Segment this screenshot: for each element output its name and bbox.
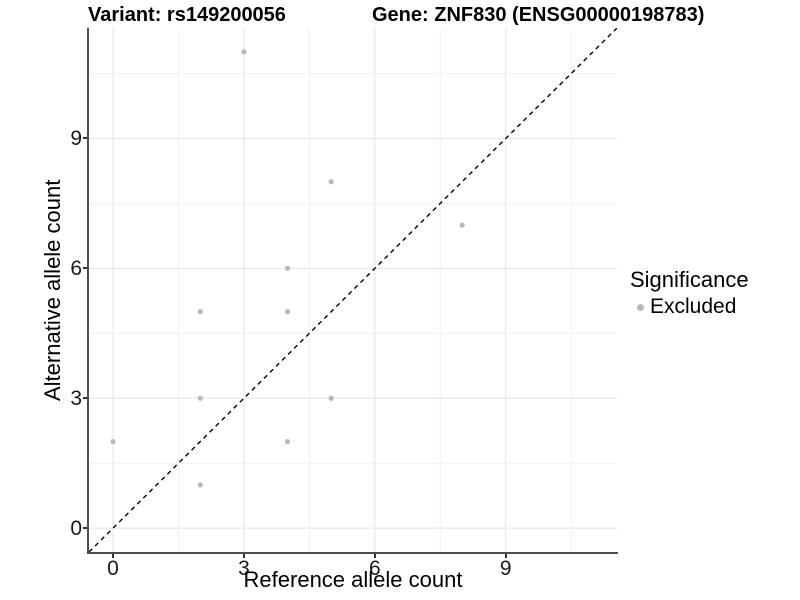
data-point [197,309,203,315]
plot-title-variant: Variant: rs149200056 [88,4,286,26]
legend-key [630,303,650,311]
x-tick-mark [373,554,376,558]
data-point [284,438,291,445]
data-point [459,222,465,228]
y-axis-line [87,28,89,554]
data-point [328,179,334,185]
legend-item-excluded: Excluded [630,294,749,320]
x-axis-line [87,552,618,554]
legend-item-label: Excluded [650,295,737,318]
x-tick-label: 0 [107,557,119,580]
data-point [284,265,291,271]
legend-title: Significance [630,267,749,292]
y-axis-title: Alternative allele count [40,179,65,401]
excluded-point-icon [636,303,644,311]
data-point [110,438,116,445]
x-tick-mark [112,554,114,558]
y-tick-label: 3 [70,386,82,410]
x-tick-label: 9 [499,557,512,580]
legend: Significance Excluded [630,267,749,320]
x-tick-label: 6 [368,557,381,580]
x-axis-title: Reference allele count [243,567,463,592]
data-point [197,395,203,401]
y-tick-mark [83,527,87,530]
y-tick-mark [83,267,87,270]
y-tick-mark [83,137,87,140]
x-tick-mark [242,554,245,558]
data-point [197,482,203,488]
plot-panel-canvas [89,28,617,552]
y-tick-label: 9 [70,126,82,150]
plot-panel [89,28,617,552]
y-tick-mark [83,397,87,400]
data-point [328,395,334,401]
y-tick-label: 6 [70,256,82,280]
identity-dashed-line [89,28,617,552]
x-tick-label: 3 [238,557,250,580]
x-tick-mark [504,554,507,558]
data-point [241,49,247,55]
plot-title-gene: Gene: ZNF830 (ENSG00000198783) [372,4,705,26]
y-tick-label: 0 [70,516,82,540]
data-point [284,309,291,315]
